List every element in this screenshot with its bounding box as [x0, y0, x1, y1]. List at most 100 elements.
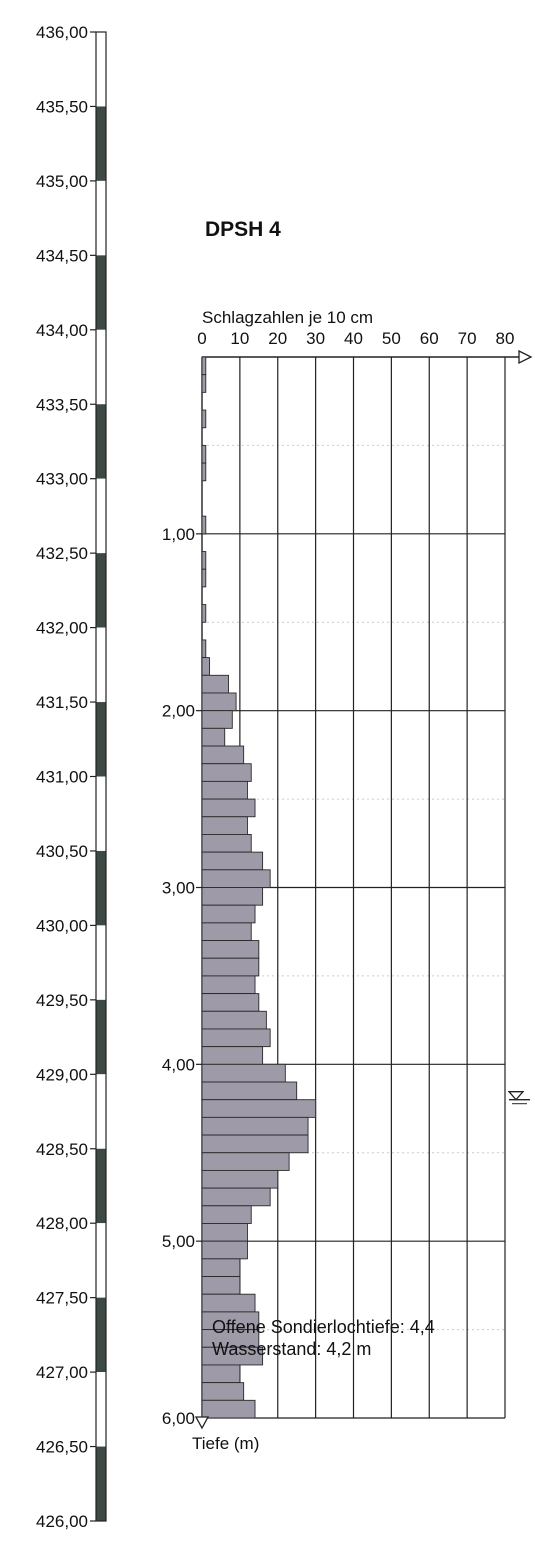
bar: [201, 1081, 298, 1101]
elevation-tick-label: 433,00: [36, 470, 88, 489]
elevation-tick-label: 434,00: [36, 321, 88, 340]
bar: [201, 1399, 256, 1419]
elevation-tick-label: 429,50: [36, 991, 88, 1010]
bar: [201, 551, 207, 570]
elevation-segment: [96, 1074, 106, 1149]
bar: [201, 356, 207, 376]
bar: [201, 568, 207, 588]
elevation-segment: [96, 1223, 106, 1298]
elevation-tick-label: 428,50: [36, 1140, 88, 1159]
bar: [201, 639, 207, 659]
elevation-segment: [96, 106, 106, 181]
elevation-segment: [96, 1372, 106, 1447]
elevation-segment: [96, 925, 106, 1000]
elevation-tick-label: 427,00: [36, 1363, 88, 1382]
depth-tick-label: 3,00: [162, 879, 195, 898]
bar: [201, 887, 264, 906]
elevation-tick-label: 430,00: [36, 916, 88, 935]
elevation-segment: [96, 404, 106, 479]
bar: [201, 1099, 317, 1118]
x-axis-label: Schlagzahlen je 10 cm: [202, 308, 373, 327]
y-axis-arrow-icon: [194, 1416, 210, 1430]
elevation-segment: [96, 1148, 106, 1224]
depth-tick-label: 4,00: [162, 1055, 195, 1074]
bar: [201, 763, 252, 782]
bar: [201, 374, 207, 393]
elevation-segment: [96, 776, 106, 851]
bar: [201, 1046, 264, 1065]
x-tick-label: 70: [458, 329, 477, 348]
depth-tick-label: 1,00: [162, 525, 195, 544]
elevation-tick-label: 434,50: [36, 246, 88, 265]
bar: [201, 1364, 241, 1384]
elevation-tick-label: 432,00: [36, 619, 88, 638]
elevation-tick-label: 436,00: [36, 23, 88, 42]
bar: [201, 904, 256, 924]
elevation-tick-label: 428,00: [36, 1214, 88, 1233]
chart-title: DPSH 4: [205, 218, 281, 241]
annotation-water-level: Wasserstand: 4,2 m: [212, 1339, 371, 1359]
elevation-tick-label: 426,00: [36, 1512, 88, 1531]
water-level-marker: [507, 1091, 530, 1105]
depth-tick-label: 6,00: [162, 1409, 195, 1428]
bar: [201, 1187, 271, 1207]
bar: [201, 922, 252, 941]
bar: [201, 975, 256, 995]
elevation-segment: [96, 1297, 106, 1373]
elevation-segment: [96, 32, 106, 107]
elevation-tick-label: 427,50: [36, 1289, 88, 1308]
elevation-segment: [96, 999, 106, 1075]
bar: [201, 674, 229, 694]
bar: [201, 1063, 286, 1083]
bar: [201, 1382, 245, 1401]
elevation-segment: [96, 627, 106, 703]
bar: [201, 515, 207, 535]
bar-series: [201, 356, 317, 1419]
bar: [201, 745, 245, 765]
elevation-segment: [96, 850, 106, 926]
elevation-tick-label: 431,00: [36, 768, 88, 787]
depth-tick-labels: 1,00 2,00 3,00 4,00 5,00 6,00: [162, 525, 202, 1428]
x-axis-arrow-icon: [518, 349, 533, 365]
elevation-segment: [96, 1446, 106, 1521]
bar: [201, 409, 207, 429]
elevation-segment: [96, 255, 106, 330]
x-tick-labels: 0 10 20 30 40 50 60 70 80: [197, 329, 514, 348]
water-level-icon: [507, 1091, 525, 1101]
bar: [201, 1010, 267, 1030]
x-tick-label: 50: [382, 329, 401, 348]
bar: [201, 462, 207, 482]
x-tick-label: 30: [306, 329, 325, 348]
bar: [201, 993, 260, 1012]
elevation-tick-label: 431,50: [36, 693, 88, 712]
bar: [201, 710, 233, 729]
elevation-segment: [96, 478, 106, 554]
bar: [201, 780, 248, 800]
x-tick-label: 40: [344, 329, 363, 348]
bar: [201, 444, 207, 464]
bar: [201, 604, 207, 623]
elevation-segment: [96, 180, 106, 256]
bar: [201, 727, 226, 747]
elevation-segment: [96, 329, 106, 405]
depth-tick-label: 5,00: [162, 1232, 195, 1251]
bar: [201, 940, 260, 959]
bar: [201, 1240, 248, 1260]
bar: [201, 1223, 248, 1242]
bar: [201, 834, 252, 853]
bar: [201, 957, 260, 977]
bar: [201, 851, 264, 871]
bar: [201, 1258, 241, 1277]
y-axis-label: Tiefe (m): [192, 1434, 259, 1453]
bar: [201, 1152, 290, 1171]
bar: [201, 798, 256, 818]
x-tick-label: 80: [496, 329, 515, 348]
bar: [201, 1134, 309, 1154]
depth-tick-label: 2,00: [162, 702, 195, 721]
elevation-segment: [96, 702, 106, 777]
x-tick-label: 60: [420, 329, 439, 348]
bar: [201, 692, 237, 712]
elevation-tick-label: 426,50: [36, 1438, 88, 1457]
bar: [201, 1205, 252, 1224]
